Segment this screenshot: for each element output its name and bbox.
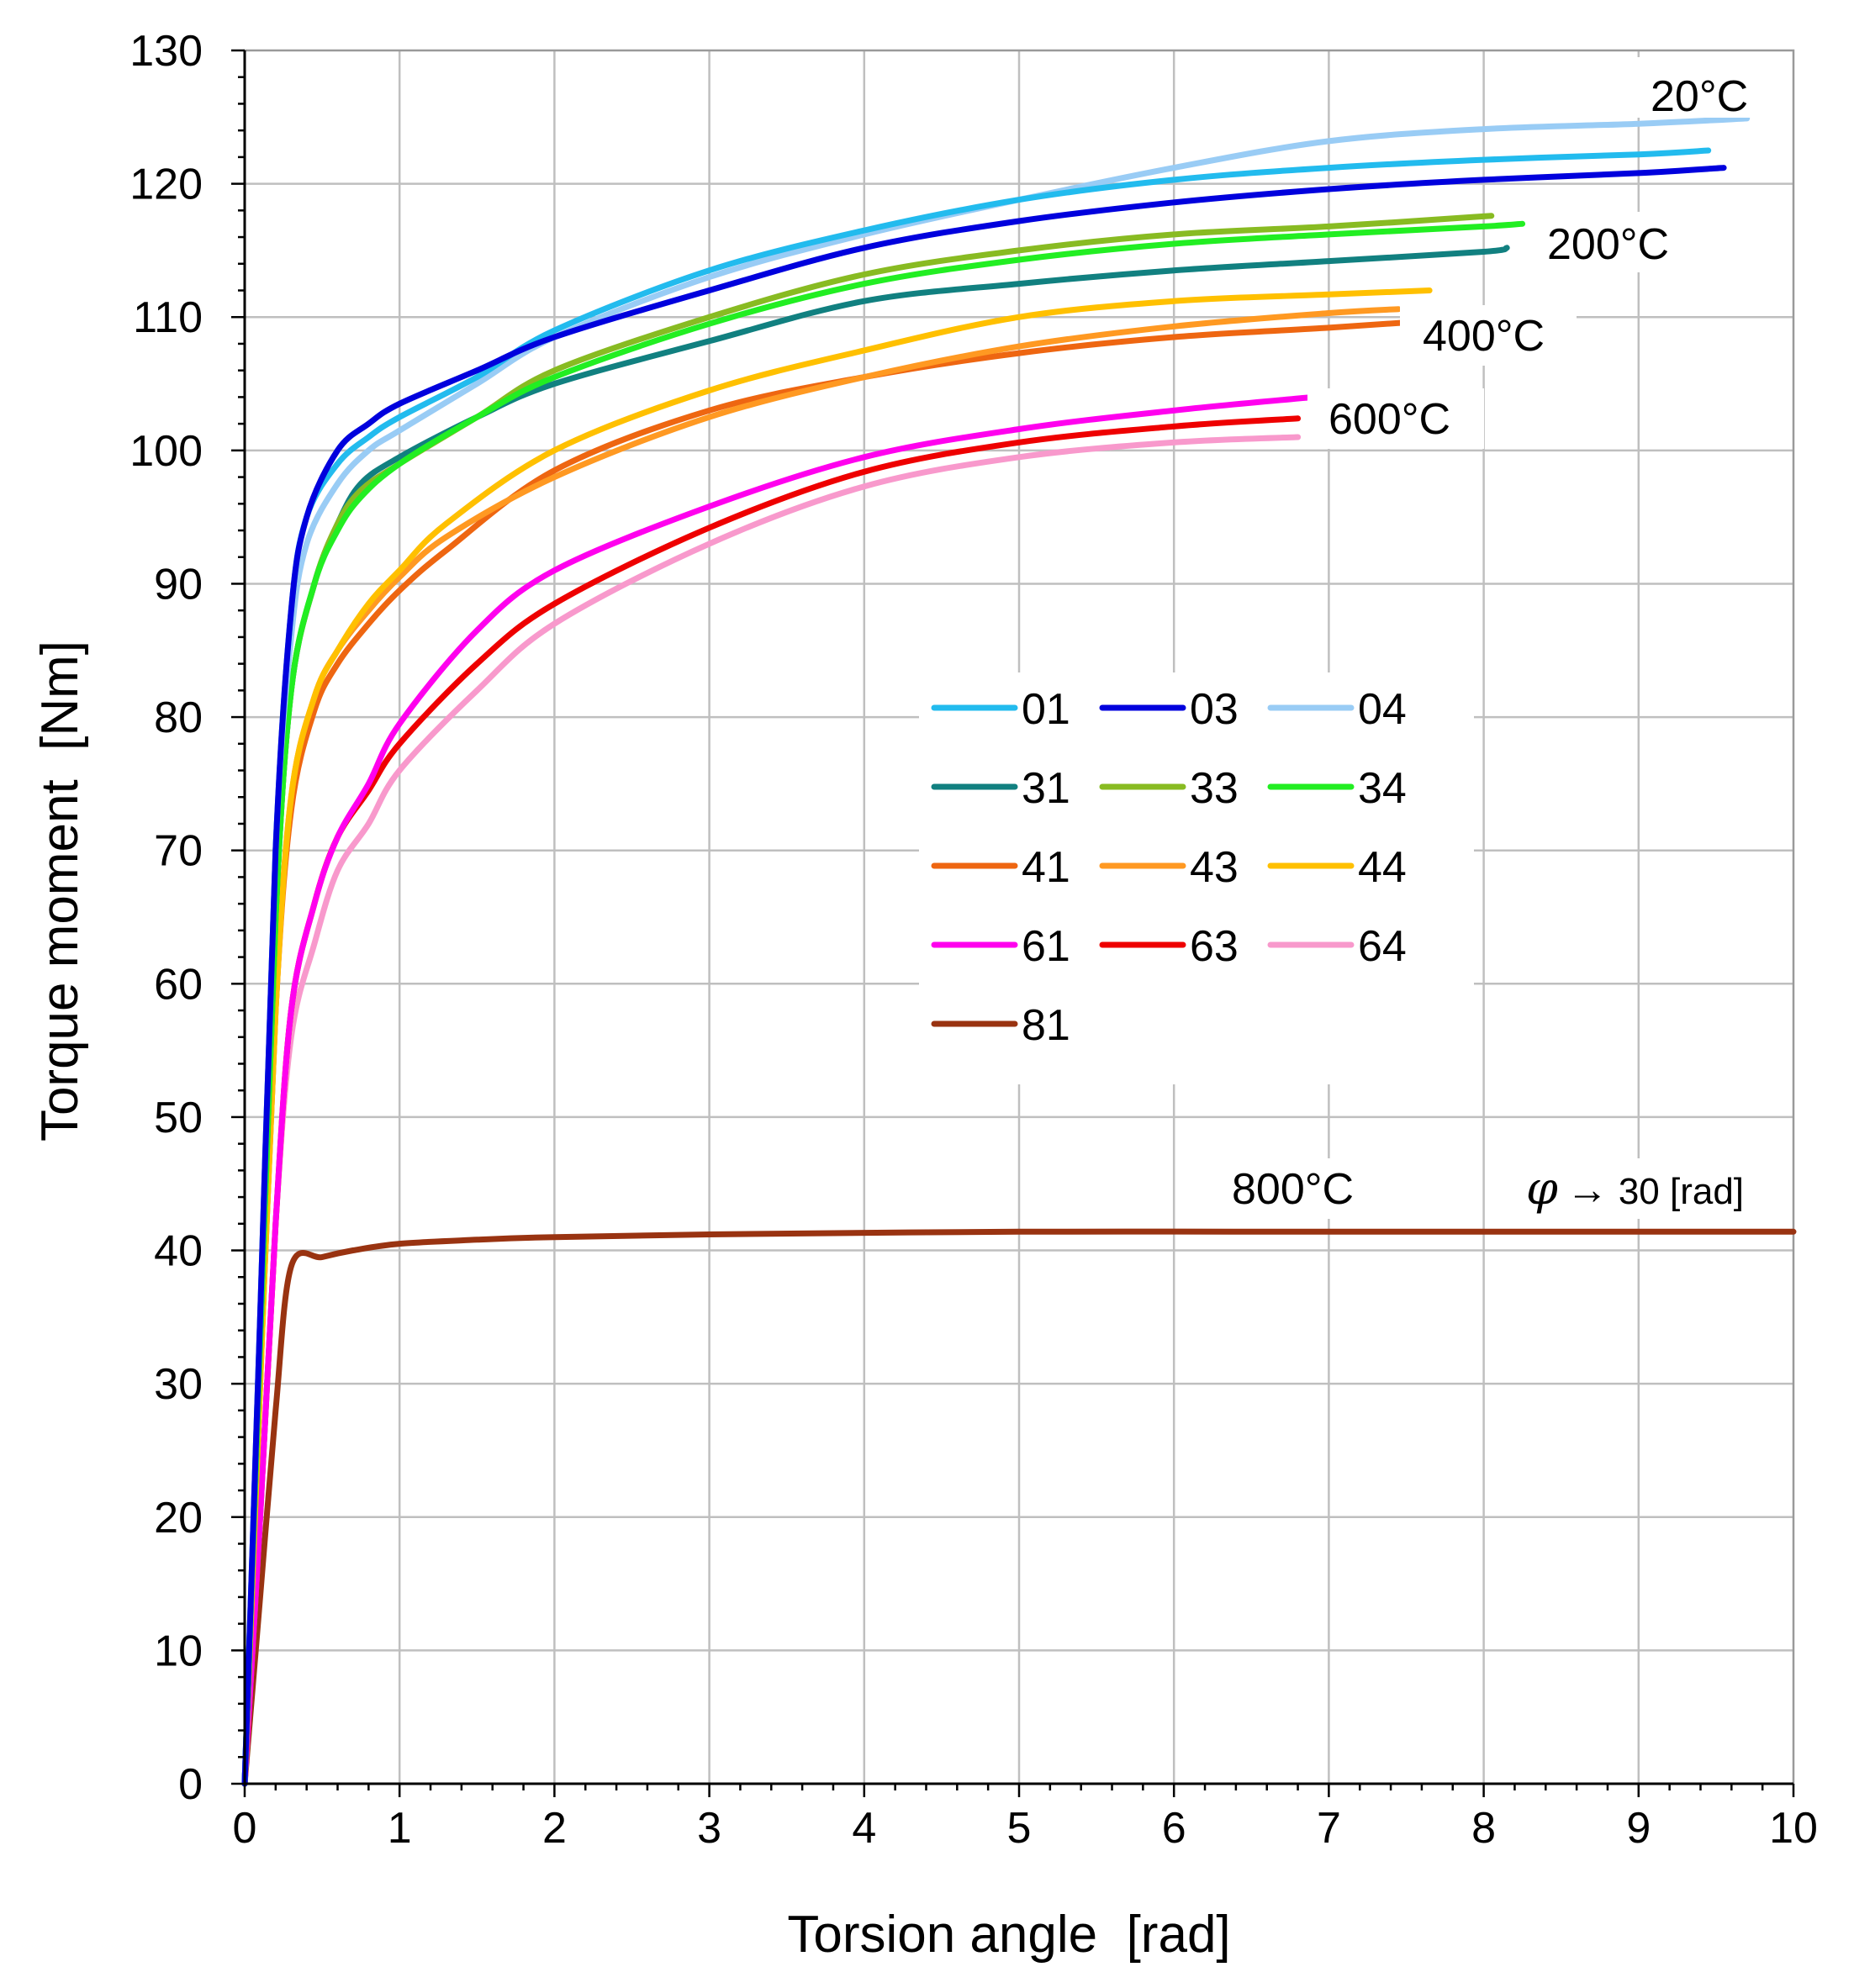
annotation-20c: 20°C — [1651, 72, 1748, 121]
y-tick-label: 110 — [133, 293, 203, 342]
legend-label-81: 81 — [1022, 1001, 1070, 1050]
y-tick-label: 130 — [129, 27, 203, 76]
annotation-400c: 400°C — [1423, 312, 1545, 361]
annotation-phi-limit: φ → 30 [rad] — [1526, 1162, 1744, 1215]
x-tick-label: 0 — [233, 1804, 257, 1853]
x-tick-label: 5 — [1007, 1804, 1032, 1853]
legend-label-34: 34 — [1358, 764, 1407, 813]
series-line-81 — [241, 1228, 1797, 1787]
y-tick-label: 20 — [154, 1494, 203, 1542]
annotation-box-400c — [1400, 305, 1577, 366]
x-tick-label: 4 — [852, 1804, 876, 1853]
x-tick-label: 3 — [697, 1804, 721, 1853]
series-line-03 — [241, 165, 1727, 1787]
legend-label-63: 63 — [1190, 922, 1239, 971]
series-layer — [241, 115, 1797, 1787]
y-axis-title: Torque moment [Nm] — [31, 641, 89, 1142]
x-tick-label: 9 — [1626, 1804, 1651, 1853]
y-tick-label: 10 — [154, 1627, 203, 1675]
y-tick-label: 0 — [178, 1760, 203, 1809]
legend-label-61: 61 — [1022, 922, 1070, 971]
legend-label-33: 33 — [1190, 764, 1239, 813]
legend-background — [919, 672, 1474, 1084]
y-tick-label: 30 — [154, 1360, 203, 1409]
axes — [231, 49, 1795, 1797]
y-tick-label: 120 — [129, 161, 203, 209]
legend-label-01: 01 — [1022, 685, 1070, 734]
x-tick-label: 8 — [1471, 1804, 1496, 1853]
annotation-box-200c — [1526, 212, 1703, 272]
phi-value: 30 [rad] — [1619, 1171, 1744, 1212]
legend-label-04: 04 — [1358, 685, 1407, 734]
phi-arrow: → — [1566, 1166, 1608, 1213]
y-tick-label: 60 — [154, 960, 203, 1009]
y-tick-label: 80 — [154, 693, 203, 742]
legend-label-41: 41 — [1022, 843, 1070, 892]
y-tick-label: 70 — [154, 827, 203, 876]
legend: 01 03 04 31 33 34 41 43 44 61 63 64 81 — [919, 672, 1474, 1084]
y-tick-label: 50 — [154, 1094, 203, 1142]
temperature-annotations: 20°C 200°C 400°C 600°C 800°C φ → 30 [rad] — [1207, 57, 1787, 1219]
annotation-box-phi — [1513, 1158, 1787, 1219]
legend-label-31: 31 — [1022, 764, 1070, 813]
y-tick-label: 100 — [129, 427, 203, 476]
x-tick-label: 1 — [388, 1804, 412, 1853]
y-tick-label: 90 — [154, 560, 203, 609]
x-tick-label: 10 — [1769, 1804, 1818, 1853]
legend-label-03: 03 — [1190, 685, 1239, 734]
x-tick-label: 6 — [1162, 1804, 1186, 1853]
legend-label-64: 64 — [1358, 922, 1407, 971]
annotation-800c: 800°C — [1232, 1165, 1354, 1214]
x-axis-title: Torsion angle [rad] — [787, 1906, 1230, 1964]
legend-label-44: 44 — [1358, 843, 1407, 892]
annotation-box-600c — [1307, 388, 1484, 449]
annotation-200c: 200°C — [1547, 220, 1669, 269]
annotation-box-800c — [1207, 1158, 1383, 1219]
x-tick-label: 7 — [1317, 1804, 1341, 1853]
x-tick-label: 2 — [542, 1804, 567, 1853]
annotation-600c: 600°C — [1328, 395, 1450, 444]
legend-label-43: 43 — [1190, 843, 1239, 892]
series-line-61 — [241, 393, 1317, 1787]
annotation-box-20c — [1635, 57, 1778, 118]
phi-symbol: φ — [1526, 1162, 1558, 1215]
y-tick-label: 40 — [154, 1227, 203, 1276]
